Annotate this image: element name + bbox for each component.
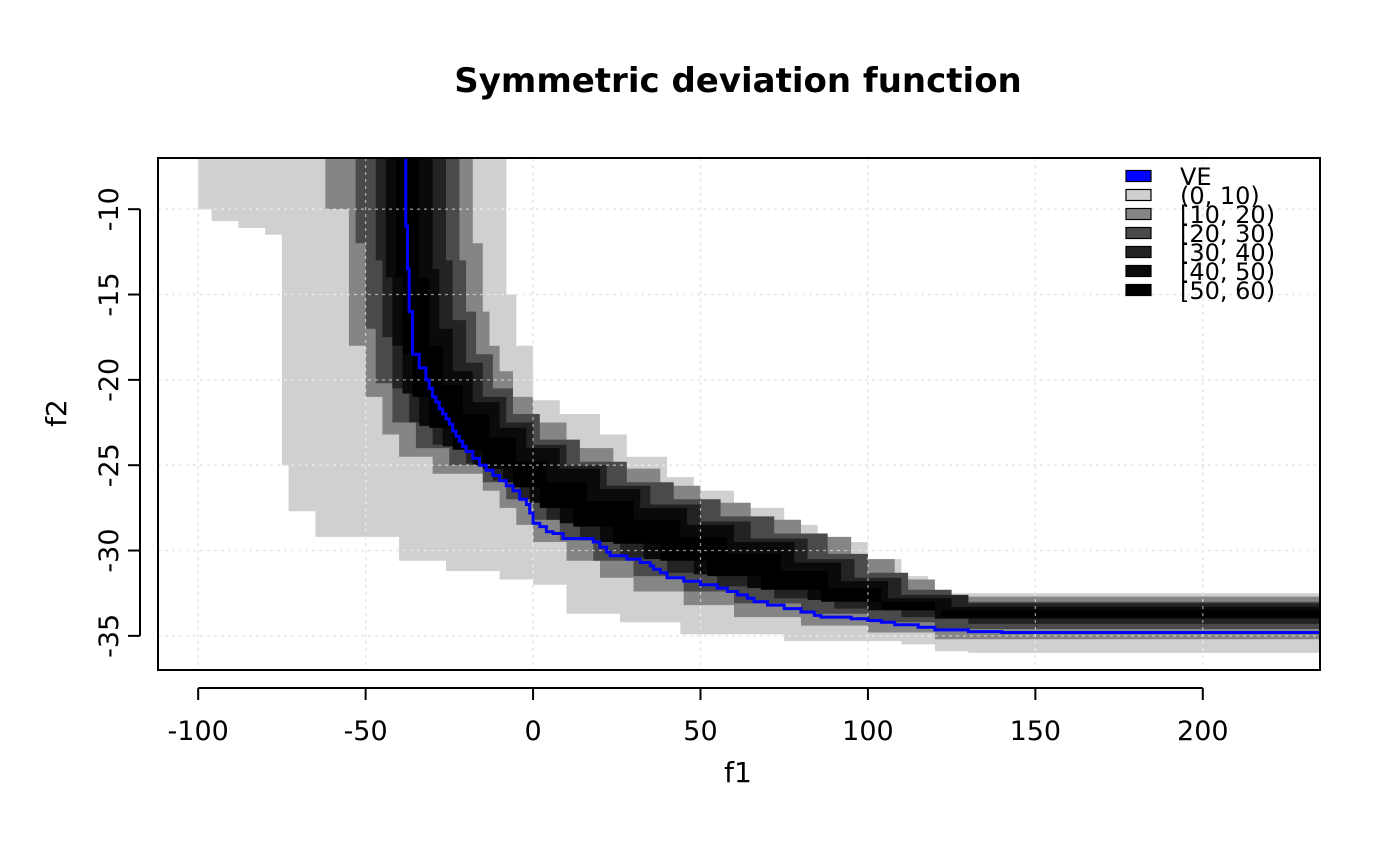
legend-label: [50, 60) bbox=[1180, 277, 1275, 305]
grid-lines-overlay bbox=[158, 158, 1320, 670]
legend: VE(0, 10)[10, 20)[20, 30)[30, 40)[40, 50… bbox=[1125, 163, 1275, 305]
legend-label: VE bbox=[1180, 163, 1212, 191]
ve-series bbox=[404, 158, 1320, 634]
legend-label: [30, 40) bbox=[1180, 239, 1275, 267]
plot-frame bbox=[157, 157, 1321, 671]
legend-swatch bbox=[1125, 188, 1152, 202]
legend-swatch bbox=[1125, 207, 1152, 221]
y-tick-label: -10 bbox=[94, 187, 125, 231]
y-tick-label: -25 bbox=[94, 443, 125, 487]
y-tick-label: -20 bbox=[94, 358, 125, 402]
x-axis-label: f1 bbox=[724, 756, 752, 789]
legend-swatch bbox=[1125, 245, 1152, 259]
y-tick-label: -30 bbox=[94, 528, 125, 572]
legend-swatch bbox=[1125, 264, 1152, 278]
legend-label: [10, 20) bbox=[1180, 201, 1275, 229]
legend-label: [40, 50) bbox=[1180, 258, 1275, 286]
legend-swatch bbox=[1125, 283, 1152, 297]
ve-line bbox=[404, 158, 1320, 634]
y-tick-label: -15 bbox=[94, 272, 125, 316]
x-tick-label: -50 bbox=[344, 716, 388, 747]
legend-swatch bbox=[1125, 226, 1152, 240]
chart-title: Symmetric deviation function bbox=[454, 61, 1022, 101]
x-tick-label: 0 bbox=[524, 716, 541, 747]
x-tick-label: 100 bbox=[842, 716, 894, 747]
y-tick-label: -35 bbox=[94, 614, 125, 658]
legend-label: [20, 30) bbox=[1180, 220, 1275, 248]
y-axis: -10 -15 -20 -25 -30 -35 bbox=[94, 187, 141, 658]
x-axis: -100 -50 0 50 100 150 200 bbox=[168, 687, 1229, 747]
deviation-bands bbox=[198, 158, 1320, 653]
legend-label: (0, 10) bbox=[1180, 182, 1260, 210]
x-tick-label: 50 bbox=[683, 716, 717, 747]
legend-swatch bbox=[1125, 169, 1152, 183]
x-tick-label: 200 bbox=[1177, 716, 1229, 747]
x-tick-label: 150 bbox=[1010, 716, 1062, 747]
x-tick-label: -100 bbox=[168, 716, 229, 747]
y-axis-label: f2 bbox=[40, 399, 73, 427]
band-5 bbox=[395, 158, 1320, 618]
